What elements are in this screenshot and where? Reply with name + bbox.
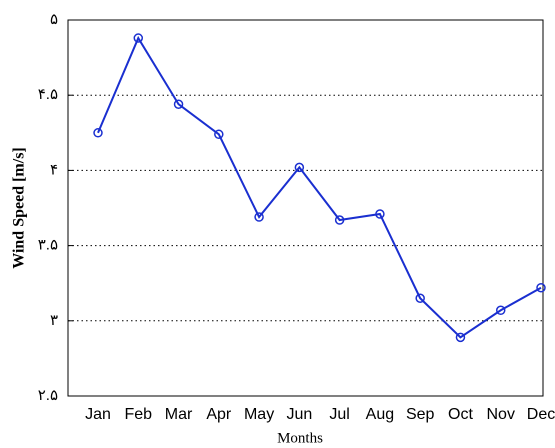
- marker: [133, 33, 144, 43]
- x-tick-label: Aug: [366, 406, 394, 423]
- x-tick-label: Nov: [487, 406, 515, 423]
- marker: [455, 332, 466, 343]
- x-tick-label: Mar: [165, 406, 193, 423]
- y-tick-label: ۳: [50, 312, 58, 329]
- x-tick-label: May: [244, 406, 274, 423]
- x-tick-label: Apr: [206, 406, 232, 423]
- marker: [495, 305, 506, 316]
- plot-frame: [67, 19, 544, 397]
- y-tick-label: ۴.۵: [38, 86, 58, 103]
- x-tick-label: Feb: [124, 406, 152, 423]
- x-tick-label: Jun: [286, 406, 312, 423]
- marker: [214, 129, 224, 140]
- marker: [415, 293, 425, 303]
- marker: [294, 162, 305, 173]
- marker: [93, 128, 103, 138]
- x-tick-label: Oct: [448, 406, 473, 423]
- y-tick-label: ۲.۵: [38, 387, 58, 404]
- marker: [254, 212, 264, 222]
- line: [97, 35, 542, 339]
- y-tick-label: ۴: [50, 161, 58, 178]
- x-tick-label: Jul: [329, 406, 349, 423]
- x-tick-label: Dec: [527, 406, 555, 423]
- y-tick-label: ۳.۵: [38, 237, 58, 254]
- marker: [536, 282, 546, 293]
- marker: [173, 99, 184, 109]
- y-axis-label: Wind Speed [m/s]: [11, 147, 28, 269]
- marker: [375, 209, 385, 219]
- y-tick-label: ۵: [50, 11, 58, 28]
- x-tick-label: Sep: [406, 406, 435, 423]
- x-axis-label: Months: [277, 430, 323, 446]
- x-tick-label: Jan: [85, 406, 111, 423]
- marker: [334, 215, 345, 225]
